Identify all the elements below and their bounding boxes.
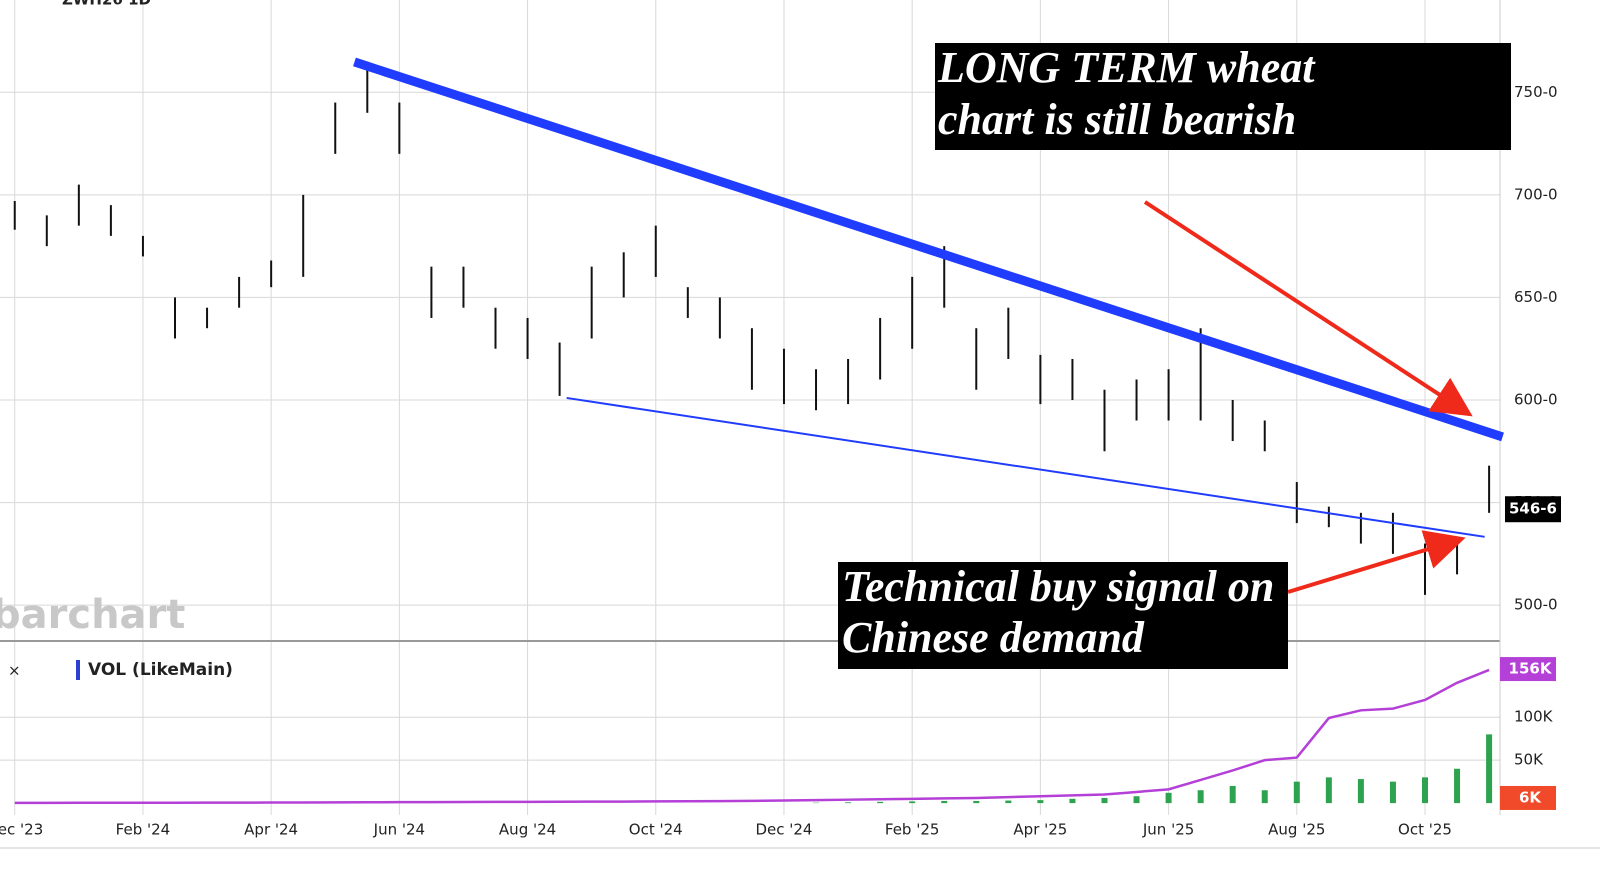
- volume-bar: [1037, 800, 1044, 804]
- last-price-badge: [1505, 496, 1561, 523]
- last-price-label: 546-6: [1509, 500, 1557, 518]
- annotation: Chinese demand: [842, 613, 1145, 662]
- x-tick-label: Jun '24: [373, 821, 425, 839]
- arrow: [1143, 200, 1473, 417]
- y-tick-label: 700-0: [1514, 185, 1558, 203]
- x-tick-label: Aug '25: [1268, 821, 1325, 839]
- value-badge: [1500, 785, 1556, 810]
- value-badge: [1500, 657, 1556, 682]
- value-badge-label: 6K: [1519, 788, 1542, 806]
- volume-bar: [1357, 779, 1364, 804]
- y-tick-label: 600-0: [1514, 391, 1558, 409]
- volume-bar: [941, 800, 948, 804]
- legend-swatch: [76, 660, 80, 680]
- x-tick-label: Apr '24: [244, 821, 298, 839]
- x-tick-label: Oct '25: [1398, 821, 1452, 839]
- x-tick-label: Apr '25: [1013, 821, 1067, 839]
- annotation: LONG TERM wheat: [937, 43, 1316, 92]
- volume-bar: [1133, 796, 1140, 804]
- x-tick-label: Dec '23: [0, 821, 43, 839]
- volume-bar: [1005, 800, 1012, 804]
- volume-bar: [1486, 734, 1493, 804]
- annotation-box: [838, 562, 1288, 669]
- volume-bar: [1101, 797, 1108, 804]
- arrow: [1287, 530, 1466, 594]
- volume-bar: [1389, 781, 1396, 804]
- volume-bar: [877, 801, 884, 804]
- y-tick-label: 100K: [1514, 708, 1554, 726]
- trendline: [353, 57, 1504, 442]
- annotation-box: [935, 43, 1511, 150]
- y-tick-label: 500-0: [1514, 596, 1558, 614]
- volume-bar: [1325, 777, 1332, 804]
- volume-bar: [1165, 792, 1172, 804]
- value-badge-label: 156K: [1509, 660, 1553, 678]
- volume-bar: [1422, 777, 1428, 804]
- x-tick-label: Jun '25: [1142, 821, 1194, 839]
- y-tick-label: 50K: [1514, 751, 1544, 769]
- annotation: Technical buy signal on: [842, 562, 1274, 611]
- y-tick-label: 750-0: [1514, 83, 1558, 101]
- volume-bar: [845, 802, 852, 804]
- volume-bar: [1454, 768, 1461, 804]
- open-interest-line: [14, 668, 1490, 805]
- watermark: barchart: [0, 592, 185, 638]
- x-tick-label: Feb '24: [116, 821, 171, 839]
- symbol: ZWH26 1D: [62, 0, 151, 9]
- volume-bar: [1261, 790, 1268, 804]
- x-tick-label: Oct '24: [629, 821, 683, 839]
- legend-label: VOL (LikeMain): [88, 660, 233, 680]
- x-tick-label: Dec '24: [755, 821, 812, 839]
- volume-bar: [1293, 781, 1300, 804]
- volume-bar: [1229, 785, 1236, 804]
- x-tick-label: Aug '24: [499, 821, 556, 839]
- trendline: [566, 396, 1485, 538]
- volume-bar: [1197, 790, 1204, 804]
- volume-bar: [909, 801, 916, 804]
- annotation: chart is still bearish: [938, 95, 1296, 144]
- x-tick-label: Feb '25: [885, 821, 940, 839]
- volume-bar: [973, 800, 980, 804]
- y-tick-label: 650-0: [1514, 288, 1558, 306]
- volume-bar: [1069, 798, 1076, 804]
- close-icon[interactable]: ×: [8, 662, 21, 680]
